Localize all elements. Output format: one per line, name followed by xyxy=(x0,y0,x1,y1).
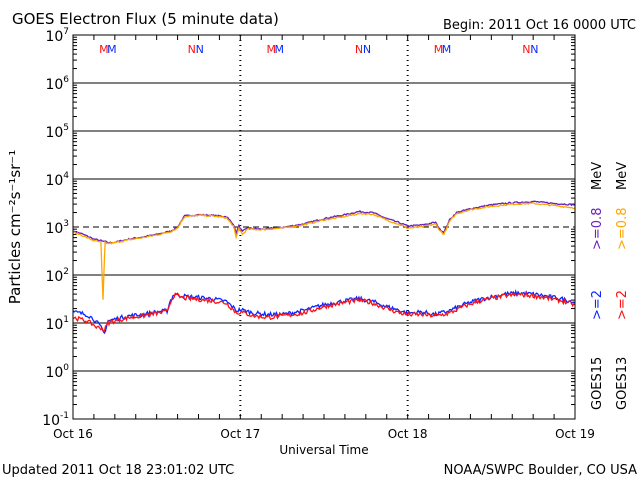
annotations: MM N N MM N N MM N N xyxy=(99,43,538,56)
begin-label: Begin: 2011 Oct 16 0000 UTC xyxy=(443,18,636,33)
annotation-goes15: N xyxy=(363,43,371,56)
annotation-goes13: M xyxy=(434,43,444,56)
y-tick-labels: 107 106 105 104 103 102 101 100 10-1 xyxy=(42,27,69,429)
annotation-goes15: N xyxy=(530,43,538,56)
x-tick-label: Oct 19 xyxy=(555,427,595,441)
series-lines xyxy=(72,200,576,335)
x-tick-label: Oct 17 xyxy=(220,427,260,441)
legend-goes13-unit: MeV xyxy=(615,162,630,190)
legend-goes15-low: >=2 xyxy=(590,290,605,320)
legend-goes13: GOES13 >=2 >=0.8 MeV xyxy=(615,162,630,410)
annotation-goes15: M xyxy=(442,43,452,56)
legend-goes13-high: >=0.8 xyxy=(615,208,630,250)
annotation-goes15: N xyxy=(196,43,204,56)
legend-goes15-sat: GOES15 xyxy=(590,357,605,410)
x-tick-label: Oct 18 xyxy=(388,427,428,441)
y-tick-label: 100 xyxy=(45,363,69,381)
y-tick-label: 102 xyxy=(45,267,69,285)
y-tick-label: 101 xyxy=(45,315,69,333)
series-goes15-0-8-mev xyxy=(72,200,576,244)
source-label: NOAA/SWPC Boulder, CO USA xyxy=(444,463,637,478)
x-tick-label: Oct 16 xyxy=(53,427,93,441)
plot-frame xyxy=(72,34,576,420)
legend-goes13-low: >=2 xyxy=(615,290,630,320)
updated-timestamp: Updated 2011 Oct 18 23:01:02 UTC xyxy=(2,463,234,478)
legend-goes15-unit: MeV xyxy=(590,162,605,190)
y-tick-label: 106 xyxy=(45,75,69,93)
y-tick-label: 103 xyxy=(45,219,69,237)
grid xyxy=(72,35,576,419)
annotation-goes13: N xyxy=(355,43,363,56)
annotation-goes15: M xyxy=(274,43,284,56)
series-goes13-2-mev xyxy=(72,291,576,333)
y-tick-label: 10-1 xyxy=(42,411,69,429)
y-tick-label: 107 xyxy=(45,27,69,45)
legend-goes13-sat: GOES13 xyxy=(615,357,630,410)
annotation-goes13: N xyxy=(188,43,196,56)
y-tick-label: 105 xyxy=(45,123,69,141)
series-goes13-0-8-mev xyxy=(72,202,576,300)
annotation-goes13: M xyxy=(266,43,276,56)
x-tick-labels: Oct 16 Oct 17 Oct 18 Oct 19 xyxy=(53,427,595,441)
legend-goes15-high: >=0.8 xyxy=(590,208,605,250)
x-axis-label: Universal Time xyxy=(279,443,368,457)
annotation-goes13: N xyxy=(522,43,530,56)
chart-title: GOES Electron Flux (5 minute data) xyxy=(12,10,279,28)
annotation-goes13: M xyxy=(99,43,109,56)
y-axis-label: Particles cm⁻²s⁻¹sr⁻¹ xyxy=(6,150,24,304)
annotation-goes15: M xyxy=(107,43,117,56)
legend-goes15: GOES15 >=2 >=0.8 MeV xyxy=(590,162,605,410)
y-tick-label: 104 xyxy=(45,171,69,189)
